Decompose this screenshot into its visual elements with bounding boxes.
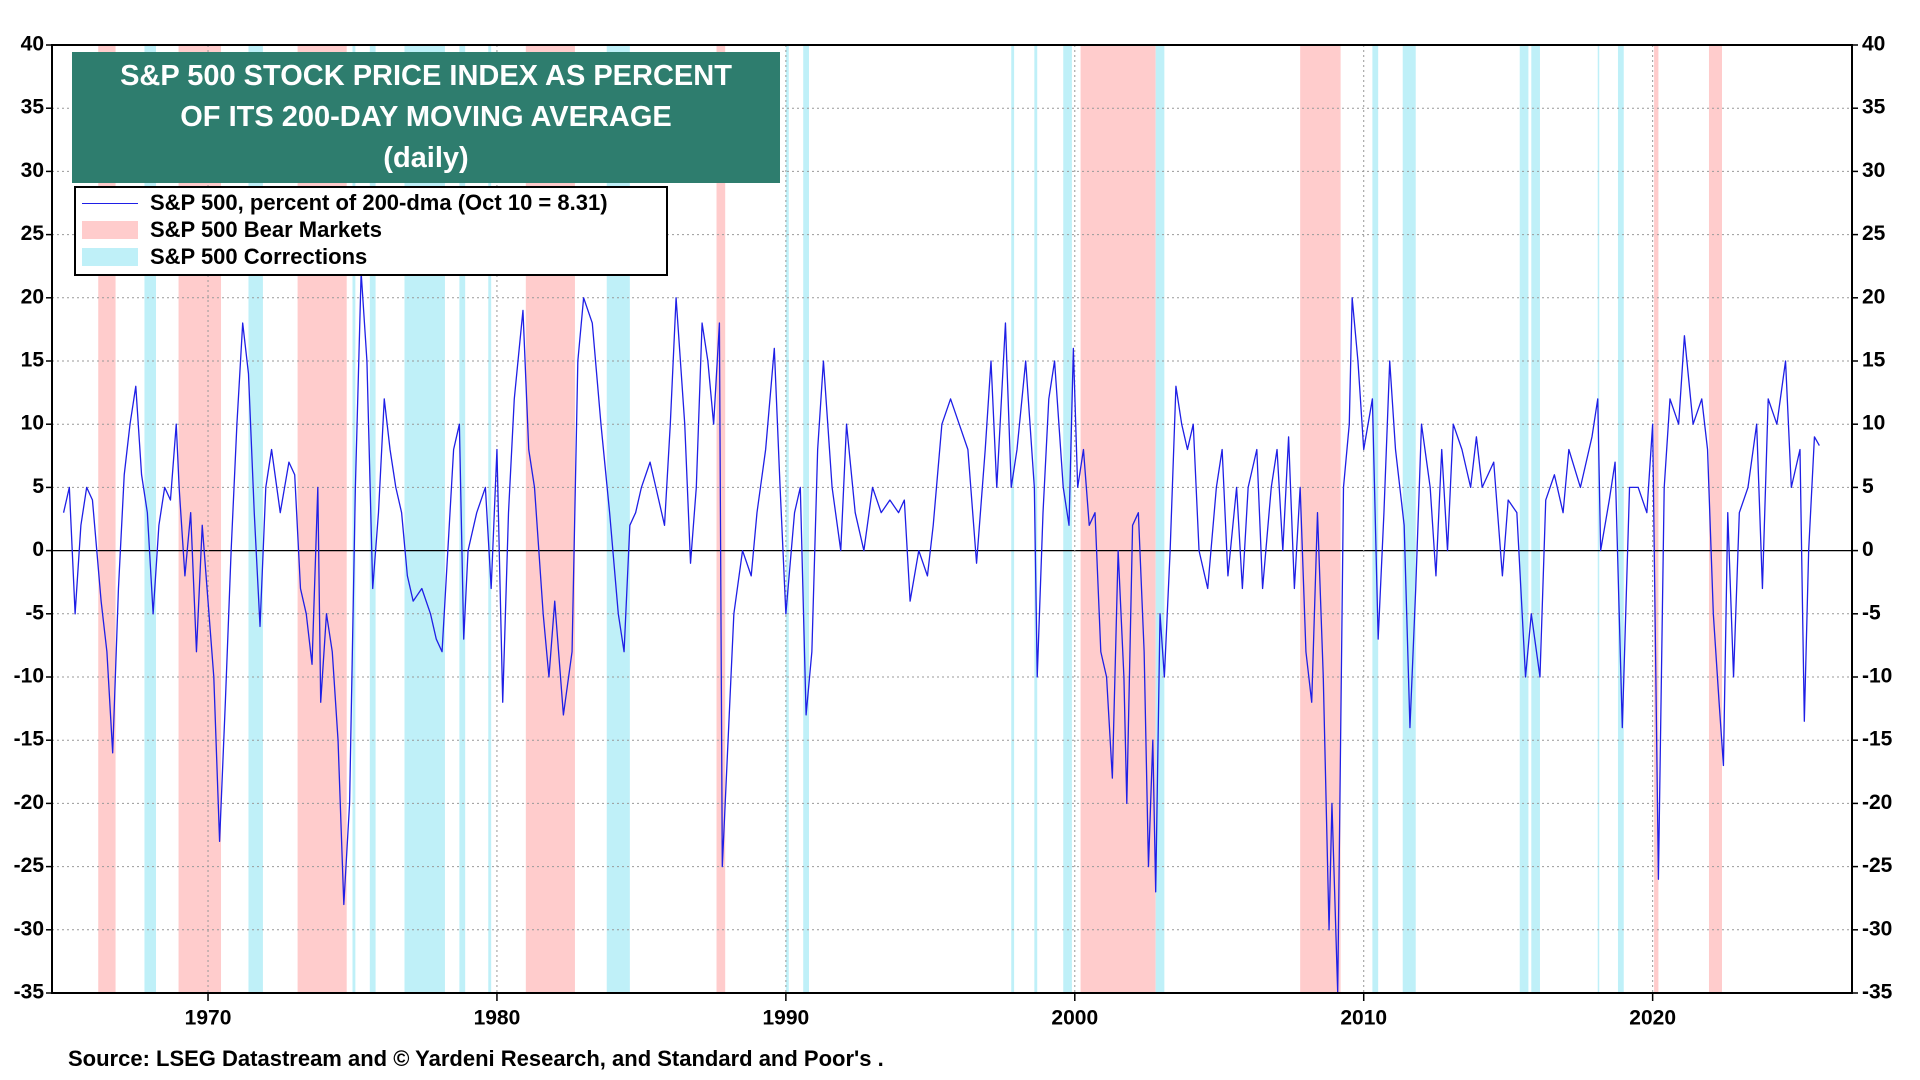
legend-label: S&P 500, percent of 200-dma (Oct 10 = 8.…	[150, 190, 608, 215]
legend-label: S&P 500 Corrections	[150, 244, 368, 269]
x-tick-label: 1980	[474, 1007, 521, 1030]
y-tick-label: -10	[14, 665, 44, 688]
band	[1597, 45, 1600, 993]
source-note: Source: LSEG Datastream and © Yardeni Re…	[68, 1046, 884, 1071]
legend-entry: S&P 500 Bear Markets	[82, 217, 382, 243]
band	[1531, 45, 1540, 993]
x-tick-label: 2010	[1340, 1007, 1387, 1030]
y2-tick-label: -30	[1862, 917, 1892, 940]
y2-tick-label: 0	[1862, 538, 1874, 561]
series-line	[62, 271, 1820, 994]
title-box: S&P 500 STOCK PRICE INDEX AS PERCENT OF …	[72, 52, 780, 183]
legend-entry: S&P 500 Corrections	[82, 244, 367, 270]
y2-tick-label: -5	[1862, 601, 1881, 624]
band	[1034, 45, 1038, 993]
band	[369, 45, 376, 993]
legend-label: S&P 500 Bear Markets	[150, 217, 382, 242]
y2-tick-label: -35	[1862, 981, 1893, 1004]
y2-tick-label: 35	[1862, 96, 1886, 119]
y-tick-label: -20	[14, 791, 44, 814]
y-tick-label: 15	[21, 349, 45, 372]
band	[352, 45, 356, 993]
band	[248, 45, 263, 993]
chart-subtitle: (daily)	[383, 142, 469, 174]
band	[785, 45, 789, 993]
chart-title: S&P 500 STOCK PRICE INDEX AS PERCENT OF …	[120, 60, 732, 133]
y-tick-label: 35	[21, 96, 45, 119]
band	[98, 45, 116, 993]
band	[1080, 45, 1156, 993]
band	[144, 45, 157, 993]
x-tick-label: 1970	[185, 1007, 232, 1030]
y-tick-label: -15	[14, 728, 45, 751]
y-tick-label: 30	[21, 159, 44, 182]
y2-tick-label: 30	[1862, 159, 1885, 182]
y2-tick-label: -25	[1862, 854, 1893, 877]
band	[1708, 45, 1722, 993]
band	[459, 45, 466, 993]
band	[488, 45, 492, 993]
x-tick-label: 2000	[1051, 1007, 1098, 1030]
legend-swatch	[82, 221, 138, 239]
band	[1300, 45, 1341, 993]
y-tick-label: 25	[21, 222, 45, 245]
legend: S&P 500, percent of 200-dma (Oct 10 = 8.…	[74, 186, 668, 276]
y2-tick-label: 40	[1862, 33, 1885, 56]
band	[1011, 45, 1015, 993]
legend-entry: S&P 500, percent of 200-dma (Oct 10 = 8.…	[82, 190, 608, 216]
band	[1519, 45, 1529, 993]
y-tick-label: 5	[32, 475, 44, 498]
y2-tick-label: 20	[1862, 285, 1885, 308]
band	[803, 45, 809, 993]
y2-tick-label: 10	[1862, 412, 1885, 435]
y2-tick-label: -15	[1862, 728, 1893, 751]
y-tick-label: -35	[14, 981, 45, 1004]
x-tick-label: 1990	[763, 1007, 810, 1030]
band	[1617, 45, 1624, 993]
y2-tick-label: 15	[1862, 349, 1886, 372]
band	[1402, 45, 1416, 993]
band	[1155, 45, 1165, 993]
legend-swatch	[82, 248, 138, 266]
y-tick-label: 10	[21, 412, 44, 435]
band	[1654, 45, 1659, 993]
band	[606, 45, 630, 993]
legend-swatch	[82, 202, 138, 204]
plot-frame	[51, 44, 1853, 994]
x-tick-label: 2020	[1629, 1007, 1676, 1030]
y2-tick-label: -20	[1862, 791, 1892, 814]
y-tick-label: 20	[21, 285, 44, 308]
y-tick-label: -25	[14, 854, 45, 877]
y-tick-label: -30	[14, 917, 44, 940]
y2-tick-label: -10	[1862, 665, 1892, 688]
y-tick-label: -5	[25, 601, 44, 624]
y-tick-label: 0	[32, 538, 44, 561]
y-tick-label: 40	[21, 33, 44, 56]
y2-tick-label: 25	[1862, 222, 1886, 245]
y2-tick-label: 5	[1862, 475, 1874, 498]
